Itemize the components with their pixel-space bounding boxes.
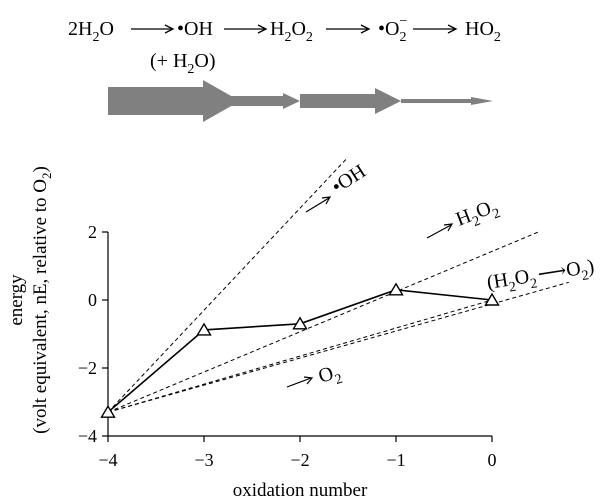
o2-annotation: O2 — [286, 360, 345, 392]
dashed-reference-line-2 — [107, 230, 541, 413]
h2o2-annotation: H2O2 — [426, 195, 503, 239]
annotations: •OH H2O2 (H2O2⟶O2) O2 — [286, 160, 596, 392]
reaction-sequence: 2H2O •OH (+ H2O) H2O2 •O2− HO2 — [68, 14, 501, 77]
species-hydroperoxyl: HO2 — [465, 18, 501, 45]
data-point-triangle — [292, 316, 308, 330]
h2o2-to-o2-annotation: (H2O2⟶O2) — [485, 255, 596, 299]
h2o2-to-o2-label: (H2O2⟶O2) — [485, 255, 596, 299]
plot-axes: −4 −3 −2 −1 0 2 0 −2 −4 oxidation number… — [6, 166, 497, 501]
x-tick-label: −3 — [194, 450, 213, 470]
y-axis-title-line-2: (volt equivalent, nE, relative to O2) — [30, 166, 54, 434]
oh-label: •OH — [328, 160, 370, 198]
dashed-reference-line-1 — [107, 156, 349, 413]
annotation-arrowhead — [303, 376, 314, 385]
reaction-arrowhead-2 — [257, 24, 268, 34]
oh-annotation: •OH — [305, 160, 370, 213]
species-water: 2H2O — [68, 18, 114, 45]
dashed-reference-line-4 — [107, 299, 493, 413]
flow-arrow — [108, 80, 493, 122]
reaction-arrowhead-4 — [447, 24, 458, 34]
x-tick-label: −1 — [386, 450, 405, 470]
species-superoxide: •O2− — [378, 14, 407, 45]
annotation-arrowhead — [321, 196, 332, 205]
annotation-arrow — [426, 224, 452, 239]
data-point-triangle — [484, 292, 500, 306]
data-point-triangle — [196, 322, 212, 336]
annotation-arrow — [286, 377, 312, 388]
o2-label: O2 — [316, 360, 345, 392]
y-axis-title-line-1: energy — [6, 274, 27, 326]
x-axis-title: oxidation number — [233, 480, 368, 501]
data-point-triangle — [100, 404, 116, 418]
water-note: (+ H2O) — [150, 50, 216, 77]
reaction-arrowhead-1 — [164, 24, 175, 34]
species-hydrogen-peroxide: H2O2 — [270, 18, 313, 45]
reference-lines — [107, 156, 569, 413]
y-tick-label: 0 — [88, 290, 97, 310]
dashed-reference-line-3 — [107, 281, 569, 413]
y-tick-label: 2 — [88, 222, 97, 242]
y-tick-label: −2 — [78, 358, 97, 378]
annotation-arrow — [305, 197, 330, 213]
x-tick-label: −2 — [290, 450, 309, 470]
data-point-triangle — [388, 282, 404, 296]
reaction-arrowhead-3 — [360, 24, 371, 34]
species-hydroxyl: •OH — [177, 18, 213, 40]
annotation-arrowhead — [443, 223, 454, 232]
y-tick-label: −4 — [78, 426, 97, 446]
x-tick-label: 0 — [488, 450, 497, 470]
x-tick-label: −4 — [98, 450, 117, 470]
h2o2-label: H2O2 — [453, 195, 503, 236]
series-layer — [100, 282, 500, 418]
